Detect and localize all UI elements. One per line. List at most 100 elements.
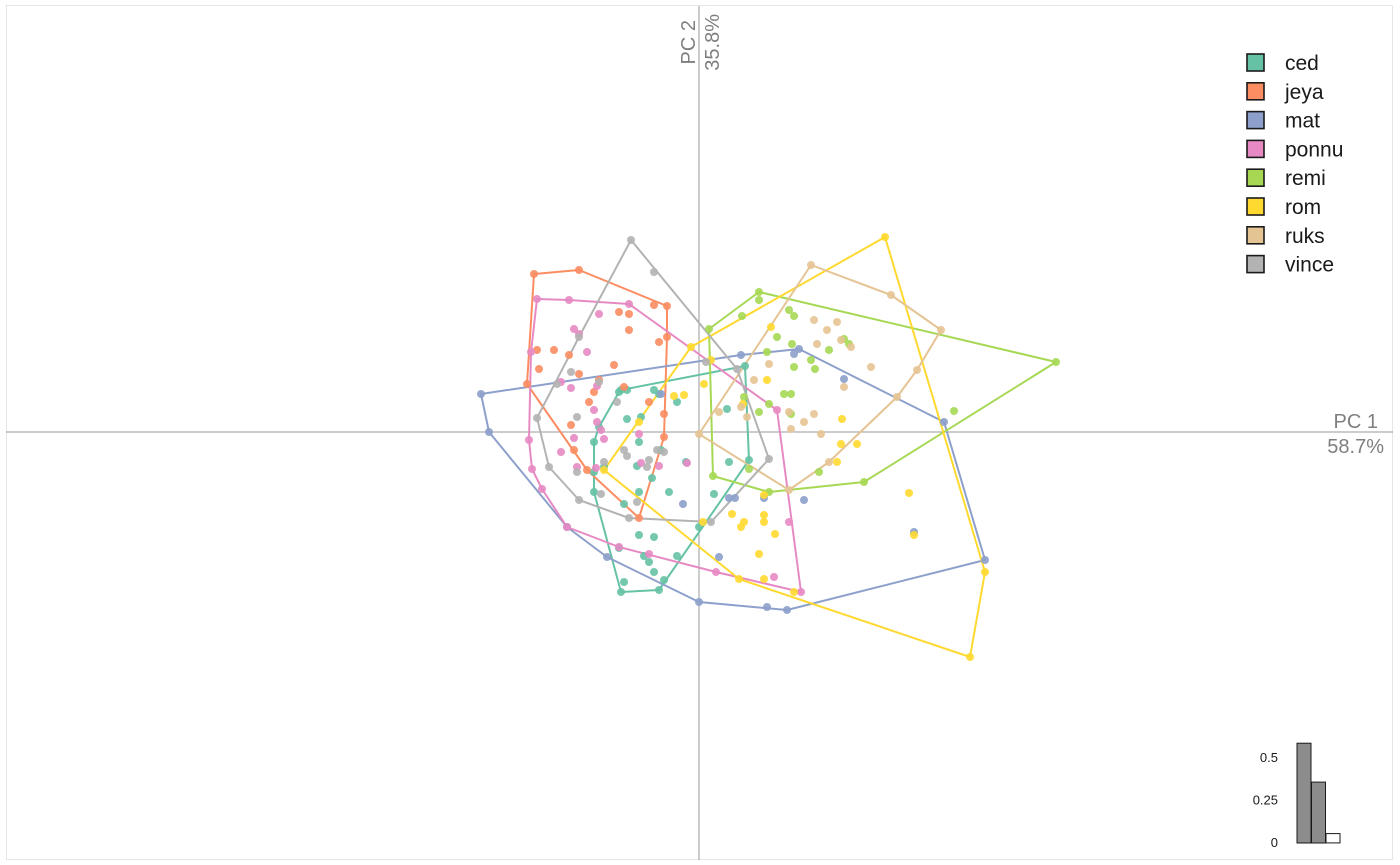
point-mat-12 (800, 496, 808, 504)
point-ruks-24 (847, 343, 855, 351)
point-vince-23 (623, 452, 631, 460)
legend-swatch-vince (1246, 254, 1265, 274)
point-vince-18 (620, 446, 628, 454)
point-jeya-23 (590, 388, 598, 396)
point-remi-13 (763, 348, 771, 356)
point-remi-2 (1052, 358, 1060, 366)
point-jeya-2 (650, 301, 658, 309)
point-mat-0 (477, 390, 485, 398)
point-ced-5 (645, 558, 653, 566)
legend-item-ponnu: ponnu (1246, 138, 1343, 161)
point-mat-16 (731, 494, 739, 502)
point-ponnu-26 (637, 459, 645, 467)
point-mat-5 (940, 418, 948, 426)
legend-label-ruks: ruks (1285, 225, 1325, 248)
point-jeya-16 (610, 361, 618, 369)
point-vince-24 (600, 458, 608, 466)
legend-label-ced: ced (1285, 52, 1319, 75)
point-vince-19 (653, 446, 661, 454)
point-ponnu-24 (600, 435, 608, 443)
point-rom-21 (760, 511, 768, 519)
point-ced-18 (590, 438, 598, 446)
point-ponnu-23 (597, 426, 605, 434)
point-jeya-24 (570, 446, 578, 454)
point-vince-12 (567, 368, 575, 376)
eig-bar-2 (1311, 781, 1326, 844)
legend-label-rom: rom (1285, 196, 1321, 219)
point-ruks-19 (817, 430, 825, 438)
point-rom-17 (833, 458, 841, 466)
point-ced-21 (623, 415, 631, 423)
point-ponnu-14 (527, 348, 535, 356)
point-ced-0 (617, 588, 625, 596)
point-ced-25 (741, 362, 749, 370)
point-ced-4 (650, 568, 658, 576)
point-ponnu-1 (565, 296, 573, 304)
point-ruks-22 (765, 360, 773, 368)
point-jeya-13 (565, 351, 573, 359)
point-mat-1 (485, 428, 493, 436)
point-jeya-18 (625, 310, 633, 318)
point-vince-15 (595, 378, 603, 386)
point-remi-16 (811, 365, 819, 373)
point-ced-9 (650, 533, 658, 541)
point-remi-5 (815, 468, 823, 476)
point-jeya-26 (585, 398, 593, 406)
hull-vince (536, 239, 770, 523)
point-rom-5 (735, 575, 743, 583)
point-ponnu-5 (797, 588, 805, 596)
legend-item-vince: vince (1246, 254, 1334, 277)
legend-item-ced: ced (1246, 52, 1319, 75)
point-rom-29 (670, 392, 678, 400)
point-ponnu-0 (533, 295, 541, 303)
point-rom-3 (790, 588, 798, 596)
point-rom-14 (838, 415, 846, 423)
point-jeya-14 (575, 370, 583, 378)
point-remi-24 (740, 393, 748, 401)
point-mat-7 (783, 606, 791, 614)
point-remi-4 (860, 478, 868, 486)
legend-label-mat: mat (1285, 110, 1320, 133)
point-ruks-16 (810, 410, 818, 418)
point-remi-15 (807, 356, 815, 364)
legend-item-remi: remi (1246, 167, 1326, 190)
point-rom-23 (728, 510, 736, 518)
point-mat-15 (725, 494, 733, 502)
point-ponnu-3 (773, 406, 781, 414)
point-rom-30 (700, 380, 708, 388)
point-remi-23 (765, 400, 773, 408)
point-jeya-12 (550, 346, 558, 354)
legend: ced jeya mat ponnu remi rom ruks vince (1246, 52, 1343, 277)
point-ruks-4 (893, 393, 901, 401)
point-ced-2 (660, 576, 668, 584)
point-remi-12 (773, 333, 781, 341)
legend-label-vince: vince (1285, 254, 1334, 277)
point-ponnu-18 (583, 348, 591, 356)
legend-item-ruks: ruks (1246, 225, 1325, 248)
point-ced-23 (673, 398, 681, 406)
series-vince (533, 236, 773, 526)
point-mat-14 (715, 553, 723, 561)
point-ruks-12 (823, 326, 831, 334)
point-ruks-17 (800, 418, 808, 426)
point-ced-20 (590, 488, 598, 496)
point-rom-25 (737, 523, 745, 531)
point-ced-10 (635, 531, 643, 539)
point-rom-7 (600, 466, 608, 474)
point-rom-2 (966, 653, 974, 661)
legend-swatch-rom (1246, 197, 1265, 216)
legend-swatch-mat (1246, 110, 1265, 130)
point-jeya-20 (625, 326, 633, 334)
point-ced-28 (710, 490, 718, 498)
point-vince-20 (660, 448, 668, 456)
series-ruks (695, 261, 945, 494)
point-ced-1 (655, 586, 663, 594)
point-vince-21 (643, 463, 651, 471)
point-remi-10 (785, 306, 793, 314)
legend-label-jeya: jeya (1284, 81, 1324, 104)
point-ponnu-31 (570, 434, 578, 442)
point-vince-3 (733, 365, 741, 373)
point-rom-15 (853, 440, 861, 448)
point-ponnu-8 (645, 550, 653, 558)
point-ced-31 (635, 438, 643, 446)
